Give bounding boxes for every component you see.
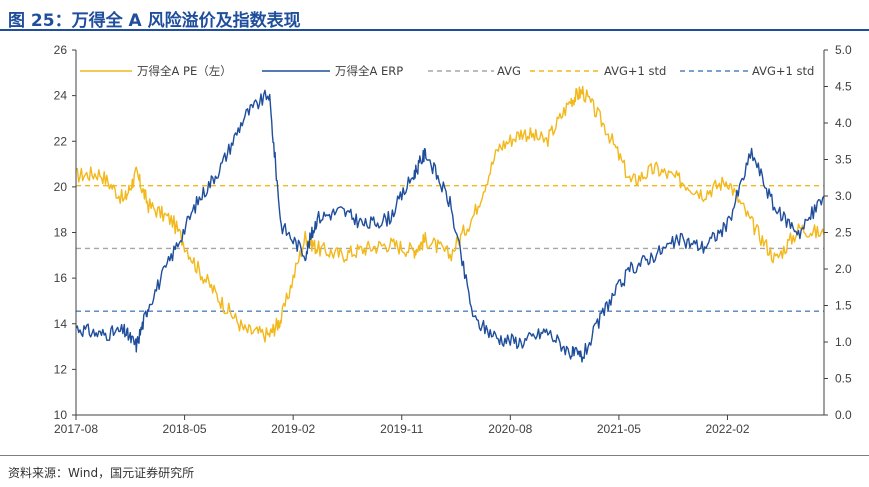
right-tick-label: 1.5 (835, 299, 852, 313)
legend-label-3: AVG (497, 64, 521, 78)
left-tick-label: 20 (54, 180, 68, 194)
reference-lines (76, 185, 824, 312)
x-tick-label: 2017-08 (54, 422, 98, 436)
right-tick-label: 3.5 (835, 153, 852, 167)
figure-title: 图 25：万得全 A 风险溢价及指数表现 (8, 11, 301, 31)
title-rule (0, 29, 869, 31)
legend-label-4: AVG+1 std (604, 64, 666, 78)
right-tick-label: 4.5 (835, 80, 852, 94)
x-tick-label: 2019-02 (271, 422, 315, 436)
right-tick-label: 2.0 (835, 262, 852, 276)
left-tick-label: 10 (54, 408, 68, 422)
left-tick-label: 12 (54, 362, 68, 376)
right-tick-label: 5.0 (835, 43, 852, 57)
left-tick-label: 16 (54, 271, 68, 285)
x-tick-label: 2021-05 (597, 422, 641, 436)
left-tick-label: 26 (54, 43, 68, 57)
left-tick-label: 22 (54, 134, 68, 148)
right-tick-label: 2.5 (835, 226, 852, 240)
x-tick-label: 2022-02 (705, 422, 749, 436)
legend: 万得全A PE（左） 万得全A ERP AVG AVG+1 std AVG+1 std (80, 64, 814, 78)
x-tick-label: 2019-11 (380, 422, 423, 436)
legend-label-1: 万得全A PE（左） (137, 64, 232, 78)
left-tick-label: 24 (54, 89, 68, 103)
right-tick-label: 0.5 (835, 372, 852, 386)
left-tick-label: 14 (54, 317, 68, 331)
axes: 10 12 14 16 18 20 22 24 26 0.0 0.5 1.0 1.5 2.0 2.5 3.0 3… (54, 43, 852, 436)
x-tick-label: 2020-08 (488, 422, 532, 436)
chart: 10 12 14 16 18 20 22 24 26 0.0 0.5 1.0 1.5 2.0 2.5 3.0 3… (54, 43, 852, 436)
legend-label-5: AVG+1 std (752, 64, 814, 78)
legend-label-2: 万得全A ERP (335, 64, 403, 78)
erp-series-line (75, 89, 825, 363)
right-tick-label: 0.0 (835, 408, 852, 422)
x-tick-label: 2018-05 (163, 422, 207, 436)
right-tick-label: 4.0 (835, 116, 852, 130)
pe-series-line (75, 85, 825, 343)
source-note: 资料来源：Wind，国元证券研究所 (8, 466, 195, 480)
right-tick-label: 3.0 (835, 189, 852, 203)
left-tick-label: 18 (54, 226, 68, 240)
right-tick-label: 1.0 (835, 335, 852, 349)
footer-rule (0, 455, 869, 456)
series-lines (75, 85, 825, 363)
